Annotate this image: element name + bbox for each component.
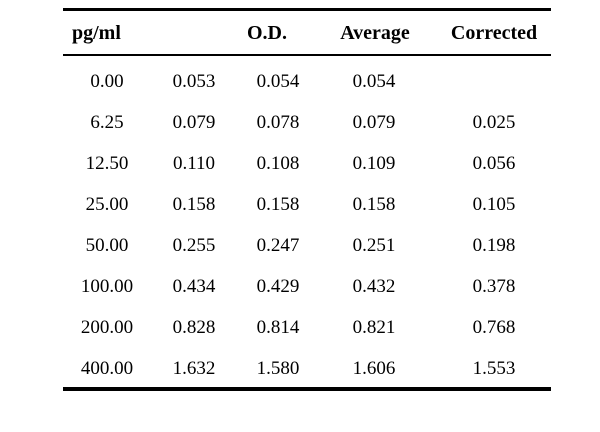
cell-od-1: 0.079 xyxy=(172,112,216,133)
cell-average: 0.109 xyxy=(352,153,396,174)
cell-corrected: 1.553 xyxy=(472,358,516,379)
cell-corrected: 0.198 xyxy=(472,235,516,256)
cell-concentration: 200.00 xyxy=(80,317,134,338)
cell-od-1: 0.255 xyxy=(172,235,216,256)
cell-od-2: 0.078 xyxy=(256,112,300,133)
cell-od-1: 1.632 xyxy=(172,358,216,379)
cell-average: 0.079 xyxy=(352,112,396,133)
cell-concentration: 6.25 xyxy=(90,112,124,133)
cell-od-2: 0.054 xyxy=(256,71,300,92)
cell-od-2: 1.580 xyxy=(256,358,300,379)
header-od: O.D. xyxy=(247,22,287,44)
cell-od-2: 0.429 xyxy=(256,276,300,297)
table-body: 0.00 0.053 0.054 0.054 6.25 0.079 0.078 … xyxy=(63,60,551,388)
cell-od-1: 0.053 xyxy=(172,71,216,92)
table-header-row: pg/ml O.D. Average Corrected xyxy=(63,22,551,52)
cell-concentration: 100.00 xyxy=(80,276,134,297)
header-concentration: pg/ml xyxy=(72,22,121,44)
table-bottom-rule xyxy=(63,387,551,391)
cell-od-1: 0.828 xyxy=(172,317,216,338)
cell-average: 0.821 xyxy=(352,317,396,338)
cell-corrected: 0.105 xyxy=(472,194,516,215)
table-header-rule xyxy=(63,54,551,56)
table-row: 25.00 0.158 0.158 0.158 0.105 xyxy=(63,183,551,224)
standard-curve-table: pg/ml O.D. Average Corrected 0.00 0.053 … xyxy=(63,0,551,432)
cell-concentration: 0.00 xyxy=(90,71,124,92)
cell-od-1: 0.110 xyxy=(172,153,216,174)
cell-od-1: 0.434 xyxy=(172,276,216,297)
cell-concentration: 12.50 xyxy=(85,153,129,174)
header-corrected: Corrected xyxy=(450,22,538,44)
cell-od-1: 0.158 xyxy=(172,194,216,215)
cell-concentration: 400.00 xyxy=(80,358,134,379)
cell-od-2: 0.247 xyxy=(256,235,300,256)
table-top-rule xyxy=(63,8,551,11)
table-row: 50.00 0.255 0.247 0.251 0.198 xyxy=(63,224,551,265)
cell-corrected: 0.378 xyxy=(472,276,516,297)
cell-concentration: 50.00 xyxy=(85,235,129,256)
table-row: 6.25 0.079 0.078 0.079 0.025 xyxy=(63,101,551,142)
cell-corrected: 0.768 xyxy=(472,317,516,338)
cell-average: 0.432 xyxy=(352,276,396,297)
cell-average: 0.251 xyxy=(352,235,396,256)
table-row: 0.00 0.053 0.054 0.054 xyxy=(63,60,551,101)
cell-corrected: 0.056 xyxy=(472,153,516,174)
cell-average: 1.606 xyxy=(352,358,396,379)
table-row: 200.00 0.828 0.814 0.821 0.768 xyxy=(63,306,551,347)
header-average: Average xyxy=(340,22,410,44)
table-row: 12.50 0.110 0.108 0.109 0.056 xyxy=(63,142,551,183)
table-row: 100.00 0.434 0.429 0.432 0.378 xyxy=(63,265,551,306)
cell-od-2: 0.158 xyxy=(256,194,300,215)
table-row: 400.00 1.632 1.580 1.606 1.553 xyxy=(63,347,551,388)
cell-corrected: 0.025 xyxy=(472,112,516,133)
cell-od-2: 0.108 xyxy=(256,153,300,174)
cell-concentration: 25.00 xyxy=(85,194,129,215)
cell-average: 0.054 xyxy=(352,71,396,92)
cell-od-2: 0.814 xyxy=(256,317,300,338)
cell-average: 0.158 xyxy=(352,194,396,215)
